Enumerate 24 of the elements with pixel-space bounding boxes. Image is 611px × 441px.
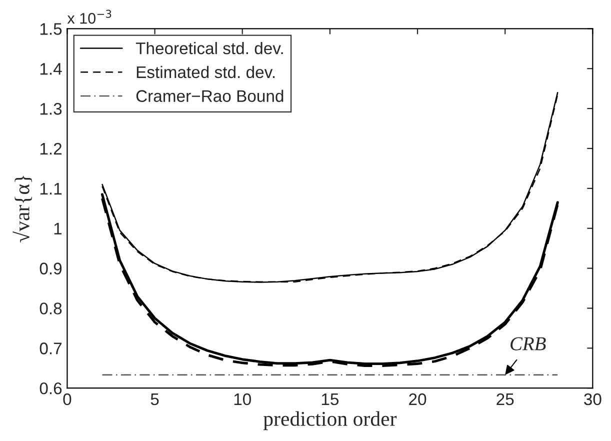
y-tick-label: 1.5 [40,23,62,35]
x-tick-label: 0 [63,393,72,406]
y-tick-label: 1.3 [40,102,62,115]
legend-label: Theoretical std. dev. [136,42,283,54]
y-tick-label: 0.8 [40,302,62,314]
y-tick-label: 1 [54,222,62,234]
legend-label: Estimated std. dev. [136,66,275,78]
x-tick-label: 5 [150,394,159,406]
x-tick-label: 25 [496,393,514,406]
legend-label: Cramer−Rao Bound [136,90,284,102]
y-tick-label: 0.9 [40,262,62,274]
y-tick-label: 1.2 [40,142,62,155]
y-tick-label: 0.7 [40,342,62,354]
y-tick-label: 1.4 [40,63,62,75]
x-axis-title: prediction order [263,411,397,430]
y-tick-label: 0.6 [40,382,62,394]
x-tick-label: 30 [584,393,602,406]
x-tick-label: 10 [234,393,251,406]
x-tick-label: 15 [322,394,339,406]
annotation: CRB [510,337,546,350]
y-axis-title: √var{α} [12,176,32,242]
text: x 10$^{−3}$ [67,10,112,24]
y-tick-label: 1.1 [40,182,62,194]
x-tick-label: 20 [409,393,426,406]
